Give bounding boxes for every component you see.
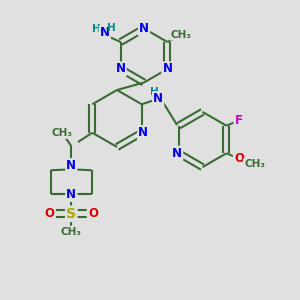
Text: H: H: [92, 23, 101, 34]
Text: N: N: [116, 62, 126, 76]
Text: O: O: [234, 152, 244, 165]
Text: N: N: [66, 159, 76, 172]
Text: H: H: [150, 87, 159, 97]
Text: F: F: [235, 114, 243, 127]
Text: N: N: [66, 188, 76, 201]
Text: H: H: [107, 22, 116, 33]
Text: N: N: [162, 62, 172, 76]
Text: S: S: [66, 207, 76, 221]
Text: N: N: [100, 26, 110, 40]
Text: O: O: [88, 207, 98, 220]
Text: N: N: [153, 92, 163, 105]
Text: CH₃: CH₃: [52, 128, 73, 138]
Text: O: O: [45, 207, 55, 220]
Text: CH₃: CH₃: [244, 159, 265, 169]
Text: CH₃: CH₃: [61, 227, 82, 237]
Text: N: N: [139, 22, 149, 35]
Text: N: N: [138, 126, 148, 139]
Text: N: N: [172, 147, 182, 160]
Text: CH₃: CH₃: [170, 29, 191, 40]
